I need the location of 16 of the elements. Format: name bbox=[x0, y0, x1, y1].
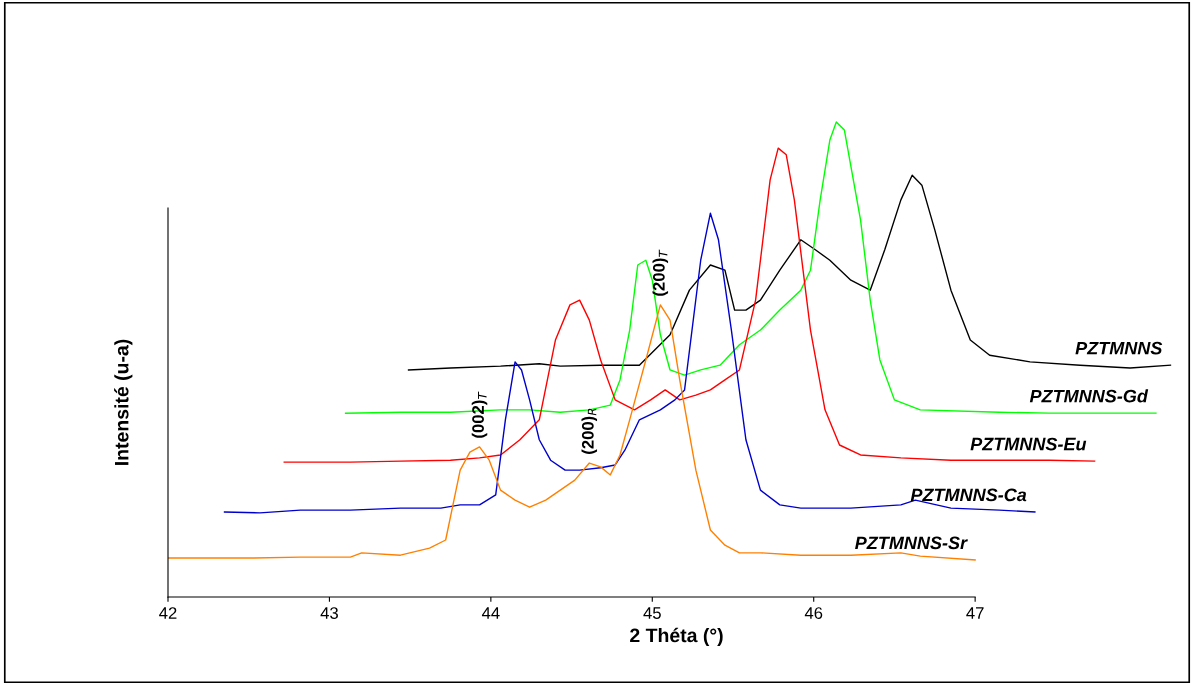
y-axis-title: Intensité (u-a) bbox=[114, 339, 133, 465]
x-tick-label: 42 bbox=[159, 607, 177, 619]
x-axis-title: 2 Théta (°) bbox=[630, 627, 723, 647]
x-tick-label: 45 bbox=[643, 607, 661, 619]
annotation: (200)$_{R}$ bbox=[581, 408, 598, 454]
x-tick-label: 47 bbox=[966, 607, 984, 619]
series-label: PZTMNNS-Gd bbox=[1029, 389, 1149, 403]
series-label: PZTMNNS-Ca bbox=[910, 488, 1027, 502]
annotation: (002)$_{T}$ bbox=[471, 391, 488, 438]
x-tick-label: 44 bbox=[481, 607, 500, 619]
series-label: PZTMNNS bbox=[1075, 341, 1163, 355]
x-tick-label: 46 bbox=[804, 607, 823, 619]
annotation: (200)$_{T}$ bbox=[652, 249, 669, 296]
series-label: PZTMNNS-Sr bbox=[855, 536, 968, 550]
series-label: PZTMNNS-Eu bbox=[970, 437, 1087, 451]
x-tick-label: 43 bbox=[320, 607, 338, 619]
